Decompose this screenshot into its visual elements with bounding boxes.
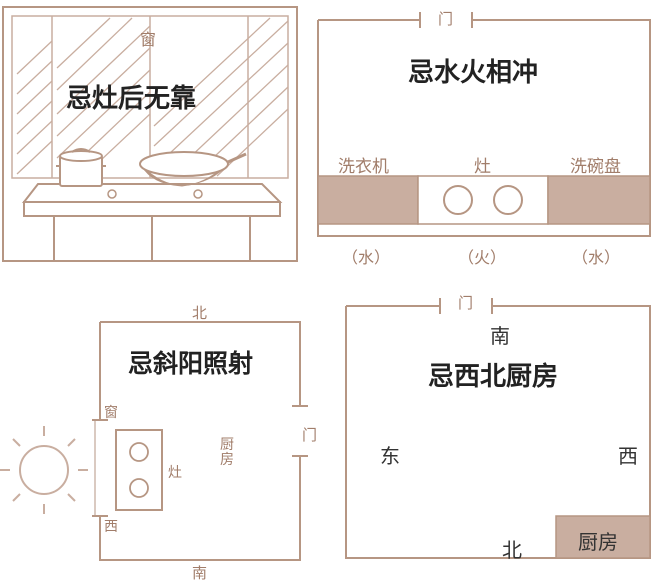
- label-stove-bl: 灶: [168, 462, 182, 482]
- label-west-br: 西: [618, 440, 638, 469]
- label-south-bl: 南: [192, 562, 207, 583]
- label-door-br: 门: [458, 292, 473, 313]
- label-window-bl: 窗: [104, 402, 118, 422]
- sun-diagram: [0, 290, 320, 580]
- title-bottom-left: 忌斜阳照射: [128, 344, 253, 380]
- water-fire-diagram: [312, 6, 656, 266]
- label-stove-tr: 灶: [474, 152, 491, 177]
- label-north-br: 北: [502, 534, 522, 563]
- panel-slanting-sun: 北 南 窗 西 灶 厨房 门 忌斜阳照射: [0, 290, 320, 580]
- label-water2: （水）: [572, 244, 620, 268]
- label-north-bl: 北: [192, 302, 207, 323]
- label-west-bl: 西: [104, 516, 118, 536]
- panel-stove-no-backing: 窗 忌灶后无靠: [2, 6, 298, 262]
- label-washer: 洗衣机: [338, 152, 389, 177]
- title-top-right: 忌水火相冲: [408, 52, 538, 89]
- label-door-bl: 门: [302, 424, 317, 445]
- door-label-tr: 门: [438, 8, 453, 29]
- title-top-left: 忌灶后无靠: [66, 78, 196, 115]
- label-kitchen-br: 厨房: [578, 526, 618, 555]
- label-dish: 洗碗盘: [570, 152, 621, 177]
- label-east-br: 东: [380, 440, 400, 469]
- label-water1: （水）: [342, 244, 390, 268]
- label-south-br: 南: [490, 320, 510, 349]
- label-kitchen-bl: 厨房: [220, 438, 236, 469]
- label-fire: （火）: [458, 244, 506, 268]
- title-bottom-right: 忌西北厨房: [428, 356, 558, 393]
- panel-water-fire: 门 忌水火相冲 洗衣机 灶 洗碗盘 （水） （火） （水）: [312, 6, 656, 266]
- panel-northwest-kitchen: 门 南 忌西北厨房 东 西 北 厨房: [340, 290, 656, 580]
- window-label: 窗: [140, 26, 156, 50]
